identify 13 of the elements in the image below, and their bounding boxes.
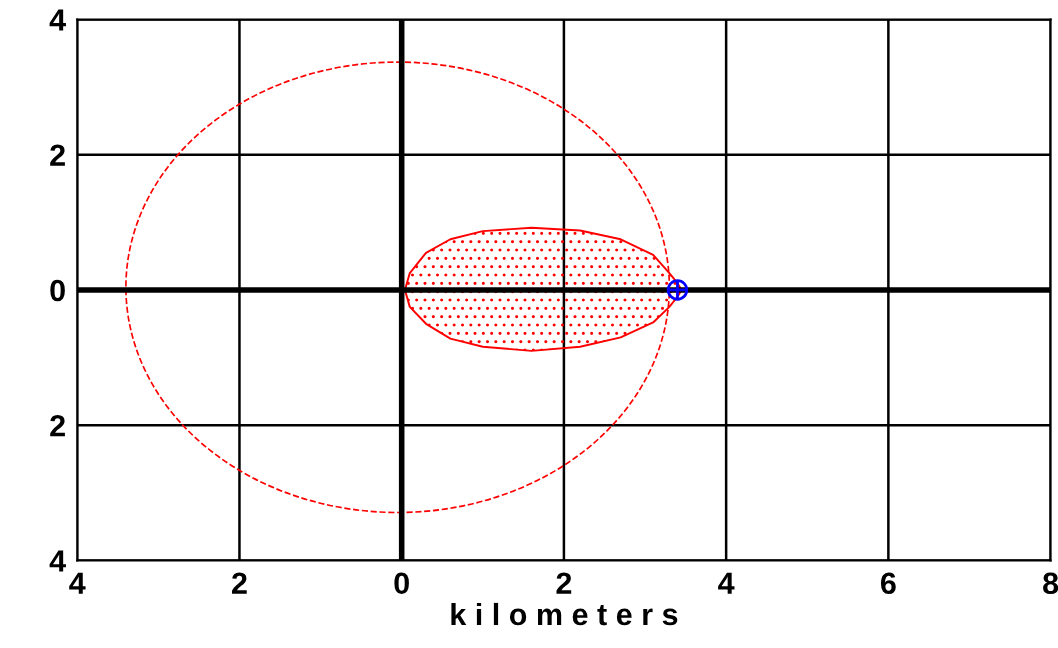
x-axis-title: k i l o m e t e r s	[451, 602, 678, 626]
y-tick-label: 2	[50, 414, 65, 437]
y-tick-label: 4	[49, 550, 66, 572]
x-tick-label: 2	[556, 572, 572, 594]
x-tick-label: 0	[394, 572, 409, 595]
x-tick-label: 8	[1043, 572, 1058, 595]
x-tick-label: 4	[718, 572, 735, 594]
x-tick-label: 2	[232, 572, 247, 594]
x-tick-label: 6	[880, 572, 896, 595]
y-tick-label: 0	[50, 279, 65, 302]
x-tick-label: 4	[69, 572, 86, 594]
y-tick-label: 2	[50, 144, 65, 166]
y-tick-label: 4	[49, 9, 66, 31]
